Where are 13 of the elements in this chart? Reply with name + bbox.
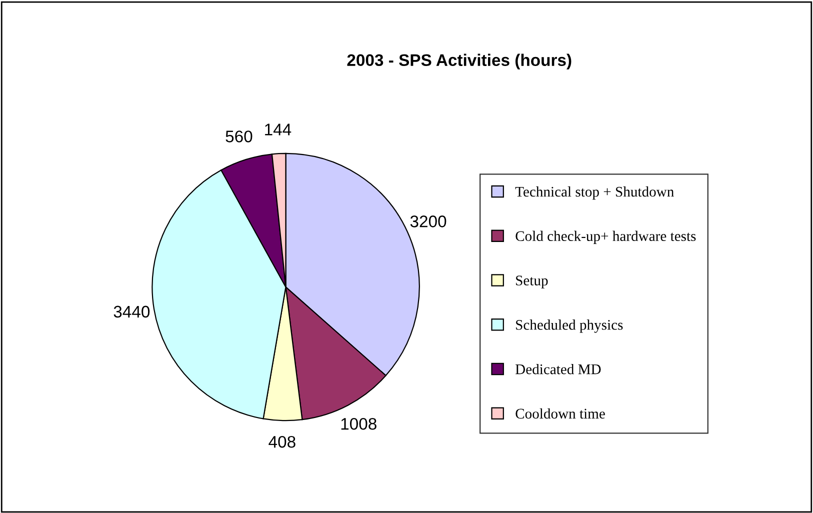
legend-label: Scheduled physics bbox=[516, 320, 623, 333]
legend-label: Setup bbox=[516, 276, 548, 288]
data-label: 1008 bbox=[341, 418, 376, 430]
data-label: 408 bbox=[268, 436, 296, 448]
data-label: 3200 bbox=[410, 216, 446, 228]
data-label: 144 bbox=[265, 124, 292, 136]
legend-label: Technical stop + Shutdown bbox=[515, 186, 674, 200]
data-label: 560 bbox=[226, 130, 252, 142]
legend-label: Cooldown time bbox=[516, 408, 605, 419]
chart-title: 2003 - SPS Activities (hours) bbox=[347, 54, 572, 70]
legend-label: Cold check-up+ hardware tests bbox=[516, 230, 696, 244]
data-label: 3440 bbox=[114, 306, 150, 318]
legend-label: Dedicated MD bbox=[516, 364, 601, 374]
